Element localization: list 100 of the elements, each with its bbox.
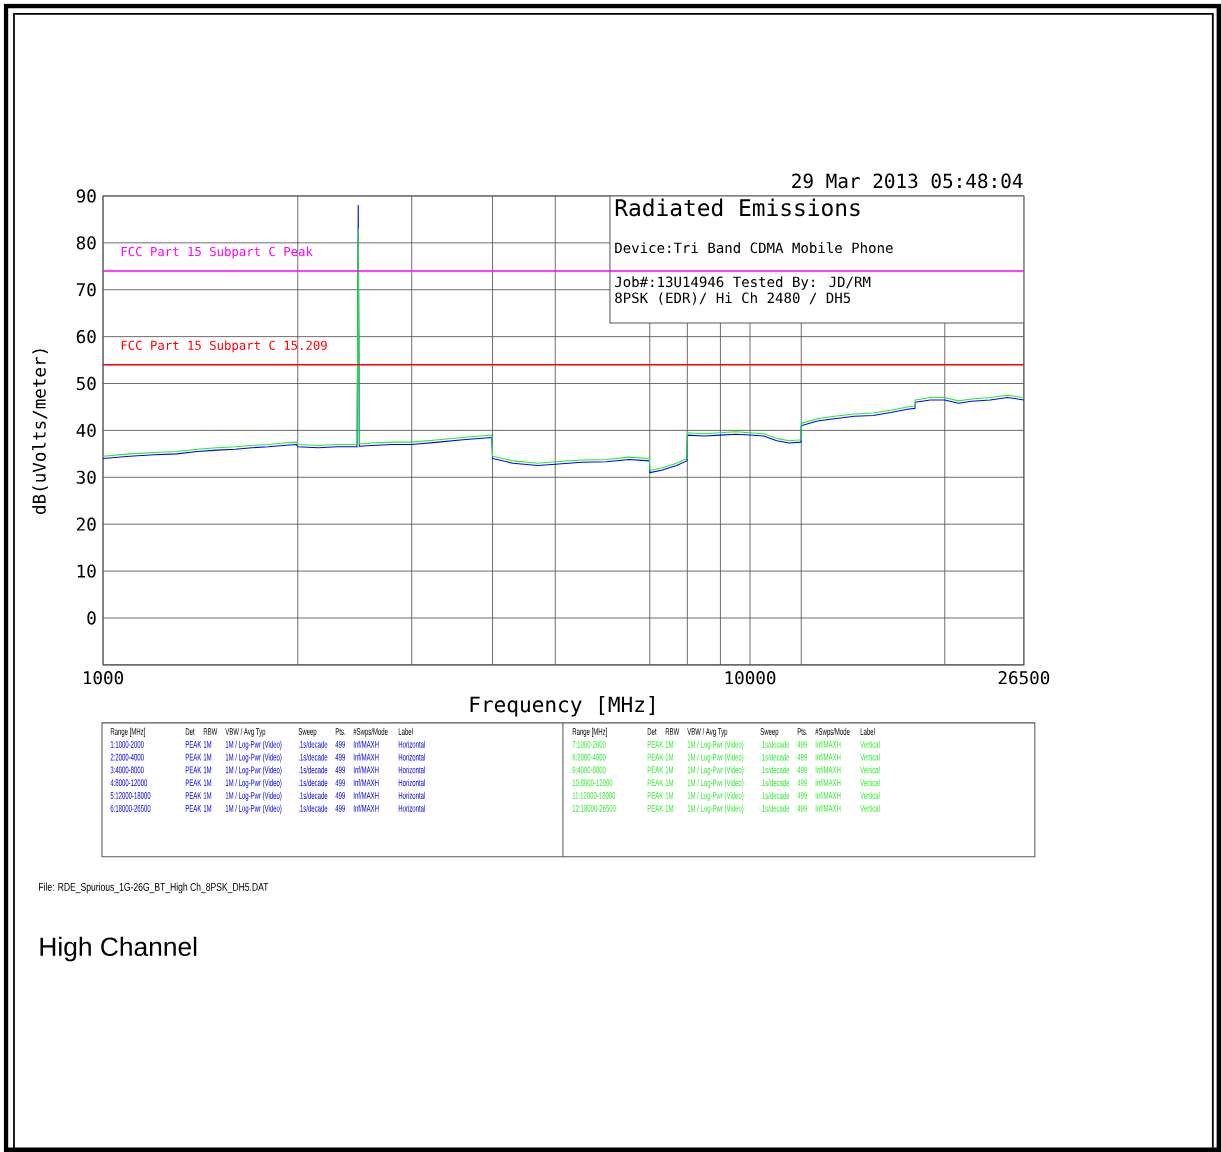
annotation: Device:Tri Band CDMA Mobile Phone bbox=[615, 242, 893, 254]
text: Horizontal bbox=[398, 753, 425, 761]
text: 1M bbox=[665, 779, 674, 787]
text: 1M bbox=[665, 766, 674, 774]
text: .1s/decade bbox=[760, 740, 790, 748]
text: 1M / Log-Pwr (Video) bbox=[225, 740, 282, 750]
text: PEAK bbox=[647, 779, 664, 787]
text: Inf/MAXH bbox=[353, 740, 379, 748]
text: 12:18000-26500 bbox=[572, 804, 616, 812]
text: Horizontal bbox=[398, 740, 425, 748]
text: PEAK bbox=[185, 766, 202, 774]
text: Horizontal bbox=[398, 791, 425, 799]
text: 1M / Log-Pwr (Video) bbox=[687, 753, 744, 763]
text: .1s/decade bbox=[298, 779, 328, 787]
text: 1M bbox=[665, 753, 674, 761]
text: Inf/MAXH bbox=[353, 779, 379, 787]
text: VBW / Avg Typ bbox=[225, 727, 266, 737]
text: Vertical bbox=[860, 766, 880, 774]
text: 499 bbox=[335, 766, 345, 774]
text: 1:1000-2000 bbox=[110, 740, 144, 748]
text: High Channel bbox=[40, 936, 197, 962]
y-tick-label: 40 bbox=[76, 423, 96, 438]
text: 499 bbox=[335, 804, 345, 812]
text: Horizontal bbox=[398, 804, 425, 812]
annotation: 8PSK (EDR)/ Hi Ch 2480 / DH5 bbox=[615, 292, 851, 305]
text: Pts. bbox=[335, 728, 346, 735]
text: Inf/MAXH bbox=[815, 779, 841, 787]
text: 1M bbox=[203, 766, 212, 774]
text: Vertical bbox=[860, 791, 880, 799]
text: 499 bbox=[797, 804, 807, 812]
annotation: Job#:13U14946 Tested By: JD/RM bbox=[615, 276, 871, 290]
text: 1M bbox=[203, 741, 212, 748]
text: 5:12000-18000 bbox=[110, 792, 151, 799]
text: .1s/decade bbox=[298, 753, 328, 761]
text: 1M / Log-Pwr (Video) bbox=[687, 791, 744, 801]
text: Inf/MAXH bbox=[815, 804, 841, 812]
x-tick-label: 26500 bbox=[998, 671, 1050, 685]
y-tick-label: 10 bbox=[77, 564, 96, 578]
text: .1s/decade bbox=[298, 740, 328, 748]
text: 8:2000-4000 bbox=[572, 753, 606, 761]
text: Inf/MAXH bbox=[815, 766, 841, 774]
ref-line-label: FCC Part 15 Subpart C Peak bbox=[121, 246, 313, 259]
text: 1M / Log-Pwr (Video) bbox=[225, 804, 282, 814]
text: 499 bbox=[335, 779, 345, 787]
text: 1M bbox=[665, 741, 674, 748]
text: Sweep bbox=[298, 728, 317, 737]
text: .1s/decade bbox=[760, 791, 790, 799]
text: Pts. bbox=[797, 728, 807, 735]
text: 1M / Log-Pwr (Video) bbox=[687, 766, 744, 776]
text: Range [MHz] bbox=[110, 727, 145, 737]
text: .1s/decade bbox=[298, 766, 328, 774]
text: Vertical bbox=[860, 753, 880, 761]
text: 499 bbox=[797, 792, 807, 799]
text: PEAK bbox=[647, 766, 664, 774]
text: 499 bbox=[335, 753, 345, 761]
text: 4:8000-12000 bbox=[110, 779, 148, 787]
text: Inf/MAXH bbox=[815, 791, 841, 799]
text: 1M / Log-Pwr (Video) bbox=[225, 791, 282, 801]
text: 1M bbox=[203, 753, 212, 761]
text: Vertical bbox=[860, 740, 880, 748]
ref-line-label: FCC Part 15 Subpart C 15.209 bbox=[121, 340, 327, 353]
y-tick-label: 80 bbox=[76, 236, 96, 250]
text: 499 bbox=[797, 753, 807, 761]
y-tick-label: 60 bbox=[76, 329, 96, 344]
text: Inf/MAXH bbox=[353, 791, 379, 799]
text: PEAK bbox=[185, 753, 202, 761]
text: PEAK bbox=[185, 741, 202, 748]
text: RBW bbox=[203, 728, 218, 735]
text: .1s/decade bbox=[760, 804, 790, 812]
text: 1M / Log-Pwr (Video) bbox=[225, 753, 282, 763]
text: Inf/MAXH bbox=[353, 753, 379, 761]
y-axis-title: dB(uVolts/meter) bbox=[32, 349, 48, 514]
text: VBW / Avg Typ bbox=[687, 727, 728, 737]
text: Sweep bbox=[760, 728, 779, 737]
text: .1s/decade bbox=[760, 753, 790, 761]
text: PEAK bbox=[185, 805, 202, 812]
text: 1M / Log-Pwr (Video) bbox=[687, 740, 744, 750]
text: .1s/decade bbox=[760, 766, 790, 774]
text: PEAK bbox=[185, 792, 202, 799]
text: 499 bbox=[797, 779, 807, 787]
text: 1M bbox=[203, 779, 212, 787]
text: 9:4000-8000 bbox=[572, 766, 606, 774]
text: PEAK bbox=[647, 741, 664, 748]
text: PEAK bbox=[185, 779, 202, 787]
text: RBW bbox=[665, 728, 680, 735]
text: 1M bbox=[665, 792, 674, 799]
y-tick-label: 90 bbox=[76, 189, 96, 203]
text: 1M bbox=[203, 805, 212, 812]
text: 3:4000-8000 bbox=[110, 766, 144, 774]
text: Label bbox=[398, 727, 413, 735]
text: 1M / Log-Pwr (Video) bbox=[225, 766, 282, 776]
text: Vertical bbox=[860, 779, 880, 787]
text: PEAK bbox=[647, 805, 664, 812]
text: 1M bbox=[203, 792, 212, 799]
chart-title: Radiated Emissions bbox=[615, 198, 860, 217]
text: Range [MHz] bbox=[572, 727, 607, 737]
text: .1s/decade bbox=[298, 804, 328, 812]
text: 1M / Log-Pwr (Video) bbox=[687, 804, 744, 814]
text: .1s/decade bbox=[760, 779, 790, 787]
text: .1s/decade bbox=[298, 791, 328, 799]
